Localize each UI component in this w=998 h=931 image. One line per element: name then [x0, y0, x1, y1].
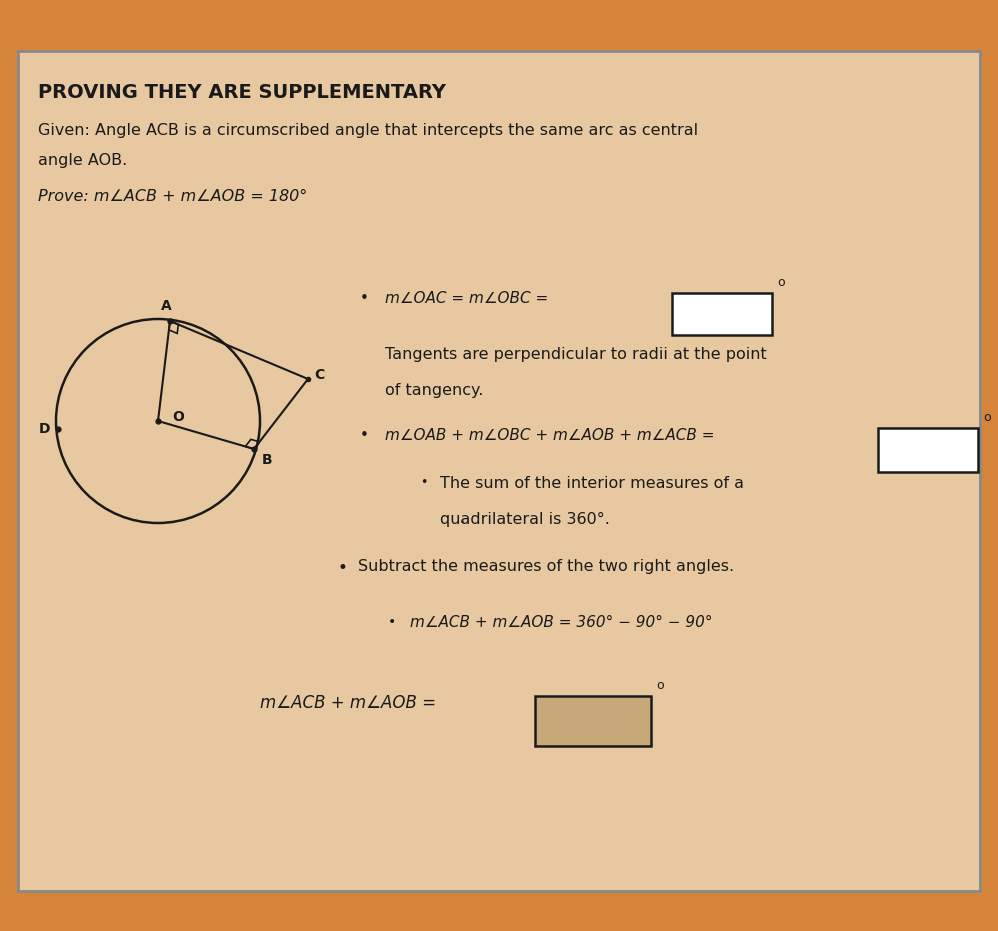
Text: o: o: [983, 411, 991, 424]
Text: •: •: [388, 615, 396, 629]
Text: of tangency.: of tangency.: [385, 383, 483, 398]
FancyBboxPatch shape: [18, 51, 980, 891]
Text: m∠OAC = m∠OBC =: m∠OAC = m∠OBC =: [385, 291, 548, 306]
Text: •: •: [420, 476, 427, 489]
Text: C: C: [314, 368, 324, 382]
Bar: [878, 428, 978, 472]
Text: m∠ACB + m∠AOB =: m∠ACB + m∠AOB =: [260, 694, 436, 712]
Text: •: •: [460, 518, 465, 527]
Text: Tangents are perpendicular to radii at the point: Tangents are perpendicular to radii at t…: [385, 347, 766, 362]
Text: Subtract the measures of the two right angles.: Subtract the measures of the two right a…: [358, 559, 735, 574]
Text: quadrilateral is 360°.: quadrilateral is 360°.: [440, 512, 610, 527]
Text: o: o: [656, 679, 664, 692]
Text: •: •: [338, 559, 348, 577]
Bar: [672, 293, 772, 335]
Text: o: o: [777, 276, 784, 289]
Text: O: O: [172, 410, 184, 424]
Text: angle AOB.: angle AOB.: [38, 153, 128, 168]
Text: m∠ACB + m∠AOB = 360° − 90° − 90°: m∠ACB + m∠AOB = 360° − 90° − 90°: [410, 615, 713, 630]
Text: •: •: [360, 428, 369, 443]
Bar: [535, 696, 651, 746]
Text: PROVING THEY ARE SUPPLEMENTARY: PROVING THEY ARE SUPPLEMENTARY: [38, 83, 446, 102]
Text: The sum of the interior measures of a: The sum of the interior measures of a: [440, 476, 744, 491]
Text: B: B: [262, 453, 272, 467]
Text: Given: Angle ACB is a circumscribed angle that intercepts the same arc as centra: Given: Angle ACB is a circumscribed angl…: [38, 123, 699, 138]
Text: A: A: [161, 299, 172, 313]
Bar: [0, 0, 998, 51]
Text: Prove: m∠ACB + m∠AOB = 180°: Prove: m∠ACB + m∠AOB = 180°: [38, 189, 307, 204]
Text: •: •: [360, 291, 369, 306]
Text: D: D: [39, 422, 50, 436]
Text: m∠OAB + m∠OBC + m∠AOB + m∠ACB =: m∠OAB + m∠OBC + m∠AOB + m∠ACB =: [385, 428, 715, 443]
